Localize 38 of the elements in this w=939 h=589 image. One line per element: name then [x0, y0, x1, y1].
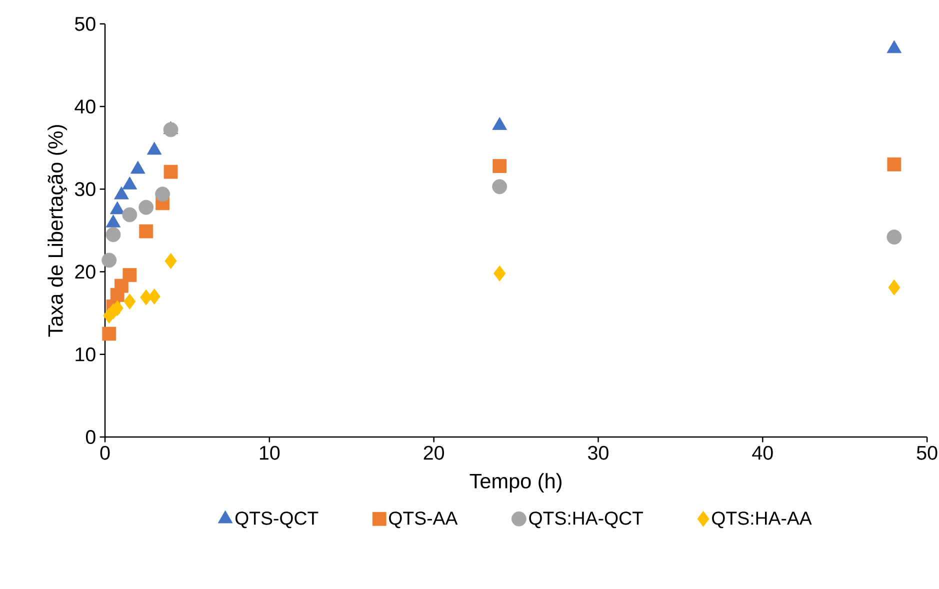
point	[102, 252, 117, 268]
x-tick-label: 20	[424, 446, 444, 460]
point	[163, 122, 178, 138]
point	[138, 200, 154, 215]
x-tick-label: 50	[916, 446, 938, 460]
point	[887, 157, 902, 172]
point	[886, 230, 902, 245]
legend-label: QTS-AA	[389, 512, 458, 528]
point	[122, 268, 137, 282]
x-axis-title: Tempo (h)	[470, 473, 562, 492]
y-tick-label: 40	[74, 100, 96, 114]
x-tick-label: 10	[260, 446, 280, 460]
point	[106, 227, 121, 242]
point	[124, 293, 136, 310]
y-tick-label: 10	[76, 347, 96, 362]
x-tick-label: 0	[100, 446, 110, 460]
y-tick-label: 50	[75, 16, 96, 31]
y-tick-label: 0	[86, 430, 96, 444]
y-tick-label: 20	[75, 264, 96, 279]
legend-label: QTS:HA-AA	[712, 512, 812, 528]
point	[492, 179, 508, 194]
point	[888, 279, 900, 296]
point	[155, 186, 170, 202]
point	[102, 326, 116, 341]
y-tick-label: 30	[74, 182, 96, 196]
point	[494, 265, 506, 282]
legend-label: QTS:HA-QCT	[529, 512, 644, 528]
point	[164, 164, 178, 179]
legend-label: QTS-QCT	[235, 512, 318, 528]
point	[148, 288, 160, 305]
x-tick-label: 40	[752, 446, 773, 460]
point	[492, 159, 507, 173]
point	[139, 224, 154, 238]
point	[164, 253, 177, 269]
x-tick-label: 30	[588, 446, 608, 460]
y-axis-title: Taxa de Libertação (%)	[48, 125, 68, 337]
point	[114, 278, 128, 293]
point	[122, 207, 138, 222]
